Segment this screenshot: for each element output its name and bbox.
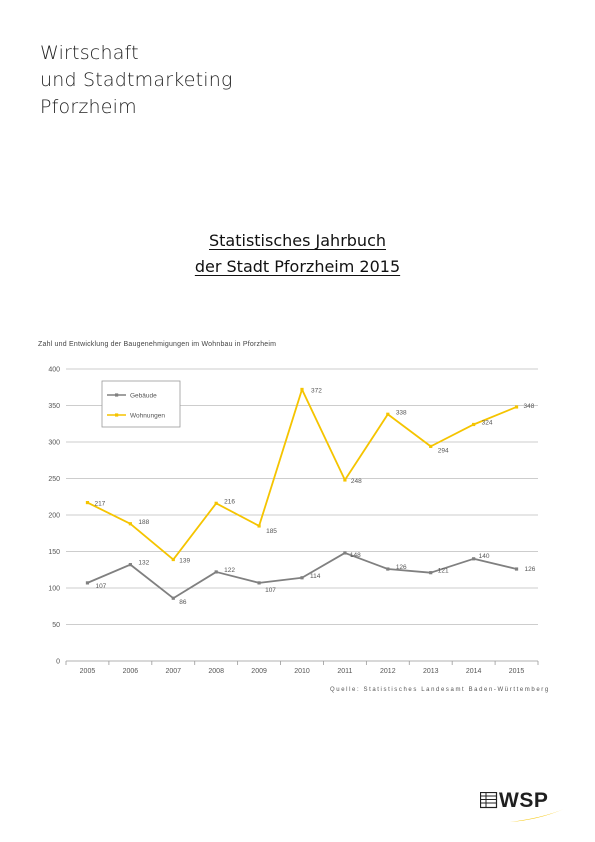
data-label: 216 — [224, 498, 235, 505]
x-tick-label: 2015 — [509, 668, 525, 675]
legend-label: Wohnungen — [130, 413, 165, 420]
chart-caption: Zahl und Entwicklung der Baugenehmigunge… — [38, 341, 277, 348]
data-point — [171, 557, 175, 562]
legend-box — [101, 380, 181, 428]
data-point — [514, 405, 519, 409]
series-line-gebaeude — [87, 552, 517, 600]
data-point — [300, 576, 304, 580]
y-tick-label: 250 — [48, 476, 60, 483]
y-tick-label: 0 — [56, 659, 60, 666]
data-point — [85, 500, 90, 505]
y-tick-label: 150 — [48, 549, 60, 556]
data-label: 338 — [396, 409, 407, 416]
x-tick-label: 2009 — [251, 668, 267, 675]
x-tick-label: 2012 — [380, 668, 396, 675]
document-title-line-2: der Stadt Pforzheim 2015 — [194, 257, 401, 276]
data-label: 188 — [138, 519, 149, 526]
axis-layer: 0 50 100 150 200 250 300 350 400 2005 2006 2007 2008… — [48, 367, 539, 675]
y-tick-label: 50 — [52, 622, 60, 629]
data-label: 324 — [482, 419, 493, 426]
data-label: 126 — [396, 564, 407, 571]
x-tick-label: 2013 — [423, 668, 439, 675]
y-tick-label: 100 — [48, 586, 60, 593]
data-point — [214, 501, 218, 505]
data-label: 132 — [138, 560, 149, 567]
data-label: 248 — [351, 478, 362, 485]
data-label: 217 — [94, 501, 105, 508]
data-label: 114 — [310, 573, 321, 580]
data-point — [429, 571, 433, 575]
data-point — [472, 422, 476, 427]
data-label: 372 — [311, 387, 322, 394]
document-title: Statistisches Jahrbuch der Stadt Pforzhe… — [0, 228, 595, 280]
data-point — [386, 567, 390, 571]
data-point — [472, 557, 476, 561]
y-tick-label: 400 — [48, 367, 60, 374]
data-label: 294 — [438, 447, 449, 454]
organization-name-line-2: und Stadtmarketing — [40, 69, 233, 91]
data-point — [514, 567, 519, 571]
x-tick-label: 2006 — [123, 668, 139, 675]
organization-name-line-1: Wirtschaft — [40, 42, 139, 64]
data-point — [343, 478, 347, 482]
data-label: 107 — [95, 583, 106, 590]
organization-name-line-3: Pforzheim — [40, 96, 137, 118]
legend-label: Gebäude — [130, 393, 157, 400]
x-tick-label: 2005 — [80, 668, 96, 675]
data-point — [386, 412, 390, 416]
data-point — [257, 581, 261, 585]
data-label: 107 — [265, 587, 276, 594]
y-tick-label: 300 — [48, 440, 60, 447]
logo-grid-icon — [480, 792, 498, 809]
data-label: 86 — [179, 599, 187, 606]
legend-marker — [115, 393, 119, 397]
x-tick-label: 2011 — [337, 668, 352, 675]
legend: Gebäude Wohnungen — [101, 380, 181, 428]
wsp-logo: WSP — [480, 788, 570, 824]
x-tick-label: 2014 — [466, 668, 482, 675]
data-label: 148 — [350, 552, 361, 559]
data-point — [128, 522, 132, 526]
data-point — [343, 551, 347, 555]
data-point — [85, 581, 90, 585]
legend-marker — [115, 413, 119, 417]
data-label: 140 — [479, 553, 490, 560]
x-tick-label: 2008 — [208, 668, 224, 675]
y-tick-label: 350 — [48, 403, 60, 410]
data-label: 121 — [438, 568, 449, 575]
data-label: 139 — [179, 558, 190, 565]
grid-layer — [66, 368, 538, 662]
data-point — [300, 387, 304, 392]
document-title-line-1: Statistisches Jahrbuch — [208, 231, 387, 250]
source-note: Quelle: Statistisches Landesamt Baden-Wü… — [330, 687, 550, 693]
y-tick-label: 200 — [48, 513, 60, 520]
data-label: 126 — [525, 566, 536, 573]
series-layer — [85, 387, 519, 600]
data-point — [171, 596, 175, 600]
data-label: 122 — [224, 567, 235, 574]
logo-text: WSP — [499, 789, 549, 812]
x-tick-label: 2007 — [165, 668, 181, 675]
data-point — [429, 444, 433, 448]
data-label: 348 — [524, 403, 535, 410]
data-point — [128, 563, 132, 567]
data-point — [214, 570, 218, 574]
label-layer: 107 132 86 122 107 114 148 126 121 140 126 217 188 13… — [94, 387, 535, 606]
data-label: 185 — [266, 528, 277, 535]
data-point — [257, 524, 261, 528]
organization-name: Wirtschaft und Stadtmarketing Pforzheim — [40, 40, 233, 121]
x-tick-label: 2010 — [294, 668, 310, 675]
logo-swoosh — [510, 809, 564, 822]
